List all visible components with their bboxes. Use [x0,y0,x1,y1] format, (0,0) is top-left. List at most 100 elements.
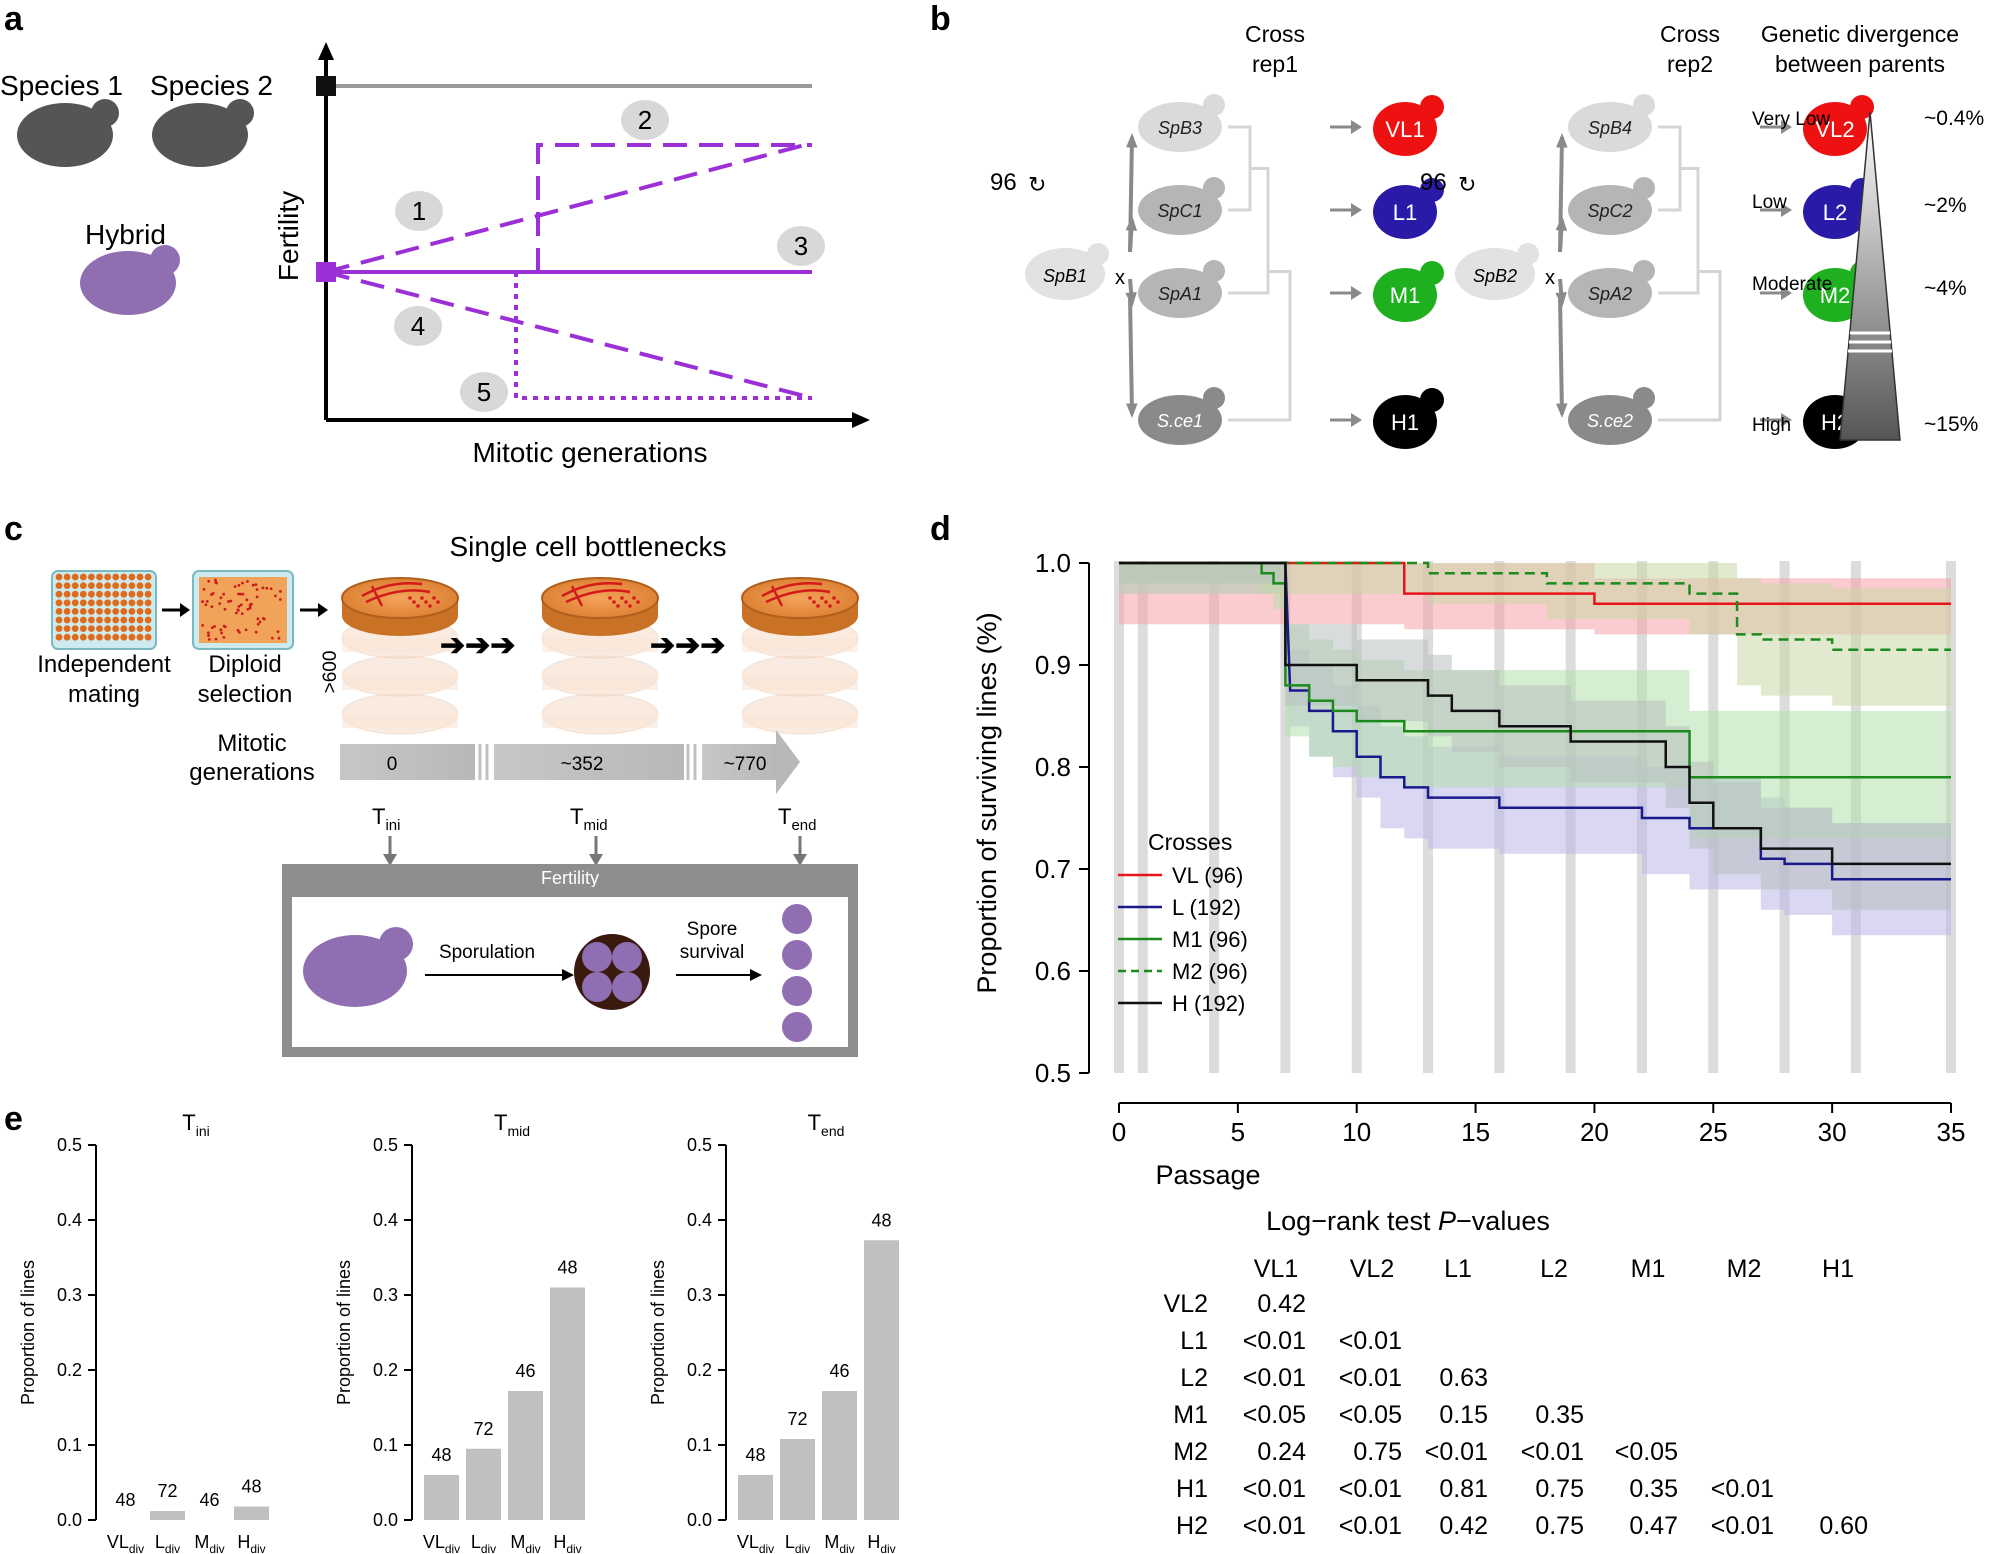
survival-ylabel: Proportion of surviving lines (%) [972,612,1002,993]
bar-y-tick-label: 0.5 [687,1135,712,1155]
bar [822,1391,857,1520]
mitotic-label-2: generations [189,759,314,786]
bar-count-label: 48 [745,1445,765,1465]
bar-count-label: 48 [557,1258,577,1278]
cycle-icon: ↻ [1458,172,1476,197]
bar-y-tick-label: 0.5 [373,1135,398,1155]
bar-y-tick-label: 0.1 [373,1435,398,1455]
bar-chart-title: Tini [182,1110,209,1139]
pvalue-col-header: M2 [1727,1255,1762,1283]
pvalue-title: Log−rank test P−values [1266,1206,1550,1236]
pvalue-col-header: L2 [1540,1255,1568,1283]
pvalue-cell: <0.05 [1615,1438,1678,1466]
pvalue-row-header: VL2 [1164,1290,1208,1318]
timepoint-ini: Tini [372,804,400,866]
pvalue-col-header: L1 [1444,1255,1472,1283]
species2-label: Species 2 [150,70,273,101]
x-tick-label: 25 [1699,1117,1728,1147]
panel-e-letter: e [4,1100,23,1138]
pvalue-cell: <0.01 [1243,1512,1306,1540]
panel-d-letter: d [930,510,951,548]
bar-count-label: 72 [787,1409,807,1429]
partner-label: SpC1 [1157,201,1202,221]
parent-label: SpB1 [1043,266,1087,286]
panel-b: b Cross rep1 Cross rep2 Genetic divergen… [930,0,1984,449]
partner-cell-SpC1: SpC1 [1138,177,1225,235]
cross-rep1-title-1: Cross [1245,21,1305,47]
svg-text:5: 5 [477,377,491,407]
partner-cell-SpA1: SpA1 [1138,260,1225,318]
divergence-level: High [1752,415,1791,436]
panel-c: c Single cell bottlenecks Independent ma… [4,510,859,1057]
hybrid-cell-VL1: VL1 [1373,95,1444,156]
timepoint-end: Tend [778,804,816,866]
y-tick-label: 0.5 [1035,1058,1071,1088]
bar-category-label: VLdiv [107,1532,144,1554]
bar-category-label: Ldiv [471,1532,496,1554]
stack-count-label: >600 [320,651,341,694]
y-tick-label: 0.6 [1035,956,1071,986]
partner-label: SpA1 [1158,284,1202,304]
cross-rep2-title-2: rep2 [1667,51,1713,77]
scenario-5-line [514,272,812,400]
panel-a-letter: a [4,0,24,38]
bar-count-label: 46 [829,1361,849,1381]
pvalue-cell: <0.01 [1711,1475,1774,1503]
generation-352: ~352 [561,754,604,775]
x-tick-label: 35 [1937,1117,1966,1147]
hybrid-label: M1 [1390,283,1421,308]
x-tick-label: 30 [1818,1117,1847,1147]
pvalue-cell: 0.60 [1819,1512,1868,1540]
scenario-5-badge: 5 [460,372,508,412]
generation-770: ~770 [724,754,767,775]
pvalue-row-header: M1 [1173,1401,1208,1429]
legend-title: Crosses [1148,829,1232,855]
bar-y-tick-label: 0.3 [57,1285,82,1305]
survival-xlabel: Passage [1155,1160,1260,1190]
ci-band [1119,563,1951,706]
bar-category-label: Hdiv [237,1532,265,1554]
y-tick-label: 0.9 [1035,650,1071,680]
pvalue-table: Log−rank test P−values VL1 VL2 L1 L2 M1 M2 H1 V… [1164,1206,1868,1540]
pvalue-cell: <0.01 [1339,1327,1402,1355]
mating-plate [51,570,157,650]
hybrid-label: H1 [1391,410,1419,435]
bar [738,1475,773,1520]
bar [864,1240,899,1520]
legend-label: M2 (96) [1172,959,1248,984]
divergence-title-2: between parents [1775,51,1945,77]
ci-band [1119,563,1951,910]
bar-category-label: VLdiv [737,1532,774,1554]
bar-y-tick-label: 0.3 [373,1285,398,1305]
scenario-1-line [325,141,813,274]
hybrid-label: Hybrid [85,219,166,250]
legend-label: VL (96) [1172,863,1243,888]
partner-cell-SpB4: SpB4 [1568,94,1655,152]
pvalue-cell: <0.01 [1339,1475,1402,1503]
panel-a-axes [318,42,870,428]
x-tick-label: 20 [1580,1117,1609,1147]
bar-y-tick-label: 0.4 [687,1210,712,1230]
cross-rep1-title-2: rep1 [1252,51,1298,77]
dish-stacks [341,577,859,735]
timepoint-mid: Tmid [570,804,608,866]
hybrid-label: VL2 [1815,117,1854,142]
pvalue-row-header: H1 [1176,1475,1208,1503]
partner-cell-S.ce1: S.ce1 [1138,387,1225,445]
panel-d: d 0.5 0.6 0.7 0.8 0.9 1.0 0 5 10 15 20 25 30 35 Passa… [930,510,1965,1540]
bar-chart-end: Tend 0.0 0.1 0.2 0.3 0.4 0.5 Proportion of line… [648,1110,899,1554]
surviving-spores [782,904,812,1042]
survival-line [1119,561,1951,779]
bar-y-tick-label: 0.3 [687,1285,712,1305]
pvalue-cell: <0.01 [1243,1364,1306,1392]
partner-cell-SpB3: SpB3 [1138,94,1225,152]
step1-label-2: mating [68,681,140,708]
phylogeny-tree [1658,125,1722,422]
bar-category-label: Hdiv [867,1532,895,1554]
parent-cell-SpB1: SpB1 [1025,243,1109,300]
diploid-cell [303,927,413,1007]
scenario-2-badge: 2 [621,100,669,140]
bar-y-tick-label: 0.0 [57,1510,82,1530]
